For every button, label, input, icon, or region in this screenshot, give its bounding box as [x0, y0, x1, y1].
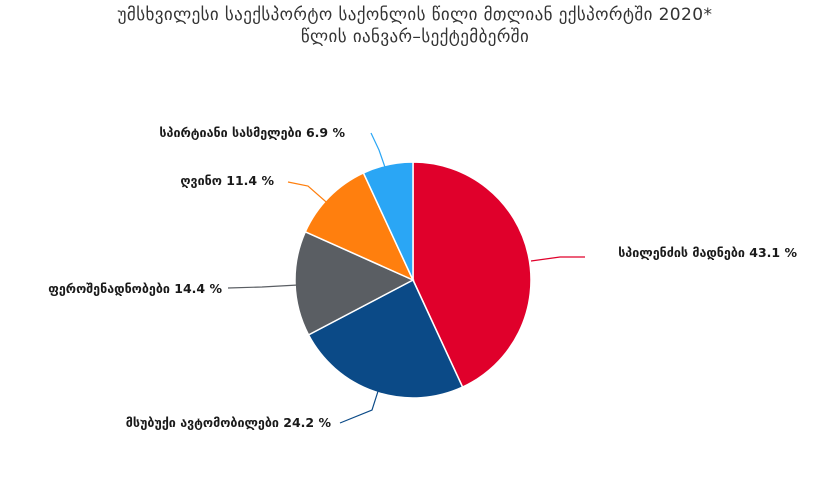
pie-slice [412, 161, 532, 389]
slice-label: სპილენძის მადნები 43.1 % [618, 245, 797, 260]
chart-title-line-1: უმსხვილესი საექსპორტო საქონლის წილი მთლი… [117, 5, 713, 25]
pie-slice [294, 230, 415, 336]
slice-label: სპირტიანი სასმელები 6.9 % [159, 125, 345, 140]
leader-line [227, 284, 299, 289]
pie-slice [304, 171, 415, 282]
pie-slice [362, 161, 414, 281]
chart-title-line-2: წლის იანვარ–სექტემბერში [300, 27, 530, 47]
leader-line [339, 384, 381, 424]
slice-label: მსუბუქი ავტომობილები 24.2 % [126, 415, 332, 430]
chart-title: უმსხვილესი საექსპორტო საქონლის წილი მთლი… [0, 4, 830, 48]
pie-slice [307, 278, 464, 399]
leader-line [370, 132, 388, 174]
slice-label: ღვინო 11.4 % [180, 173, 274, 188]
leader-line [530, 256, 585, 262]
leader-line [287, 181, 334, 209]
slice-label: ფეროშენადნობები 14.4 % [48, 281, 222, 296]
